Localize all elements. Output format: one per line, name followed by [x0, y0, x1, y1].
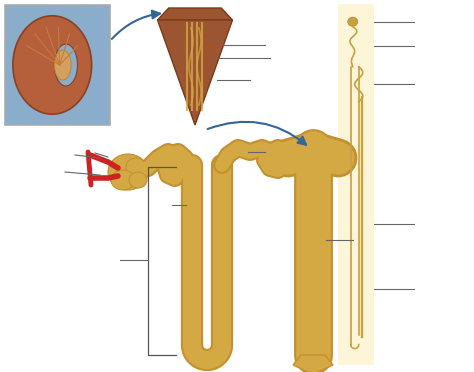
- Bar: [338, 4, 374, 365]
- Ellipse shape: [126, 158, 146, 176]
- Polygon shape: [157, 20, 233, 125]
- Bar: [5, 5, 110, 125]
- Ellipse shape: [129, 172, 147, 188]
- Ellipse shape: [348, 17, 358, 26]
- Ellipse shape: [108, 154, 148, 190]
- Polygon shape: [157, 8, 233, 20]
- Ellipse shape: [111, 170, 135, 190]
- Ellipse shape: [55, 50, 71, 80]
- Ellipse shape: [13, 16, 91, 114]
- Ellipse shape: [55, 44, 77, 86]
- Polygon shape: [293, 355, 333, 372]
